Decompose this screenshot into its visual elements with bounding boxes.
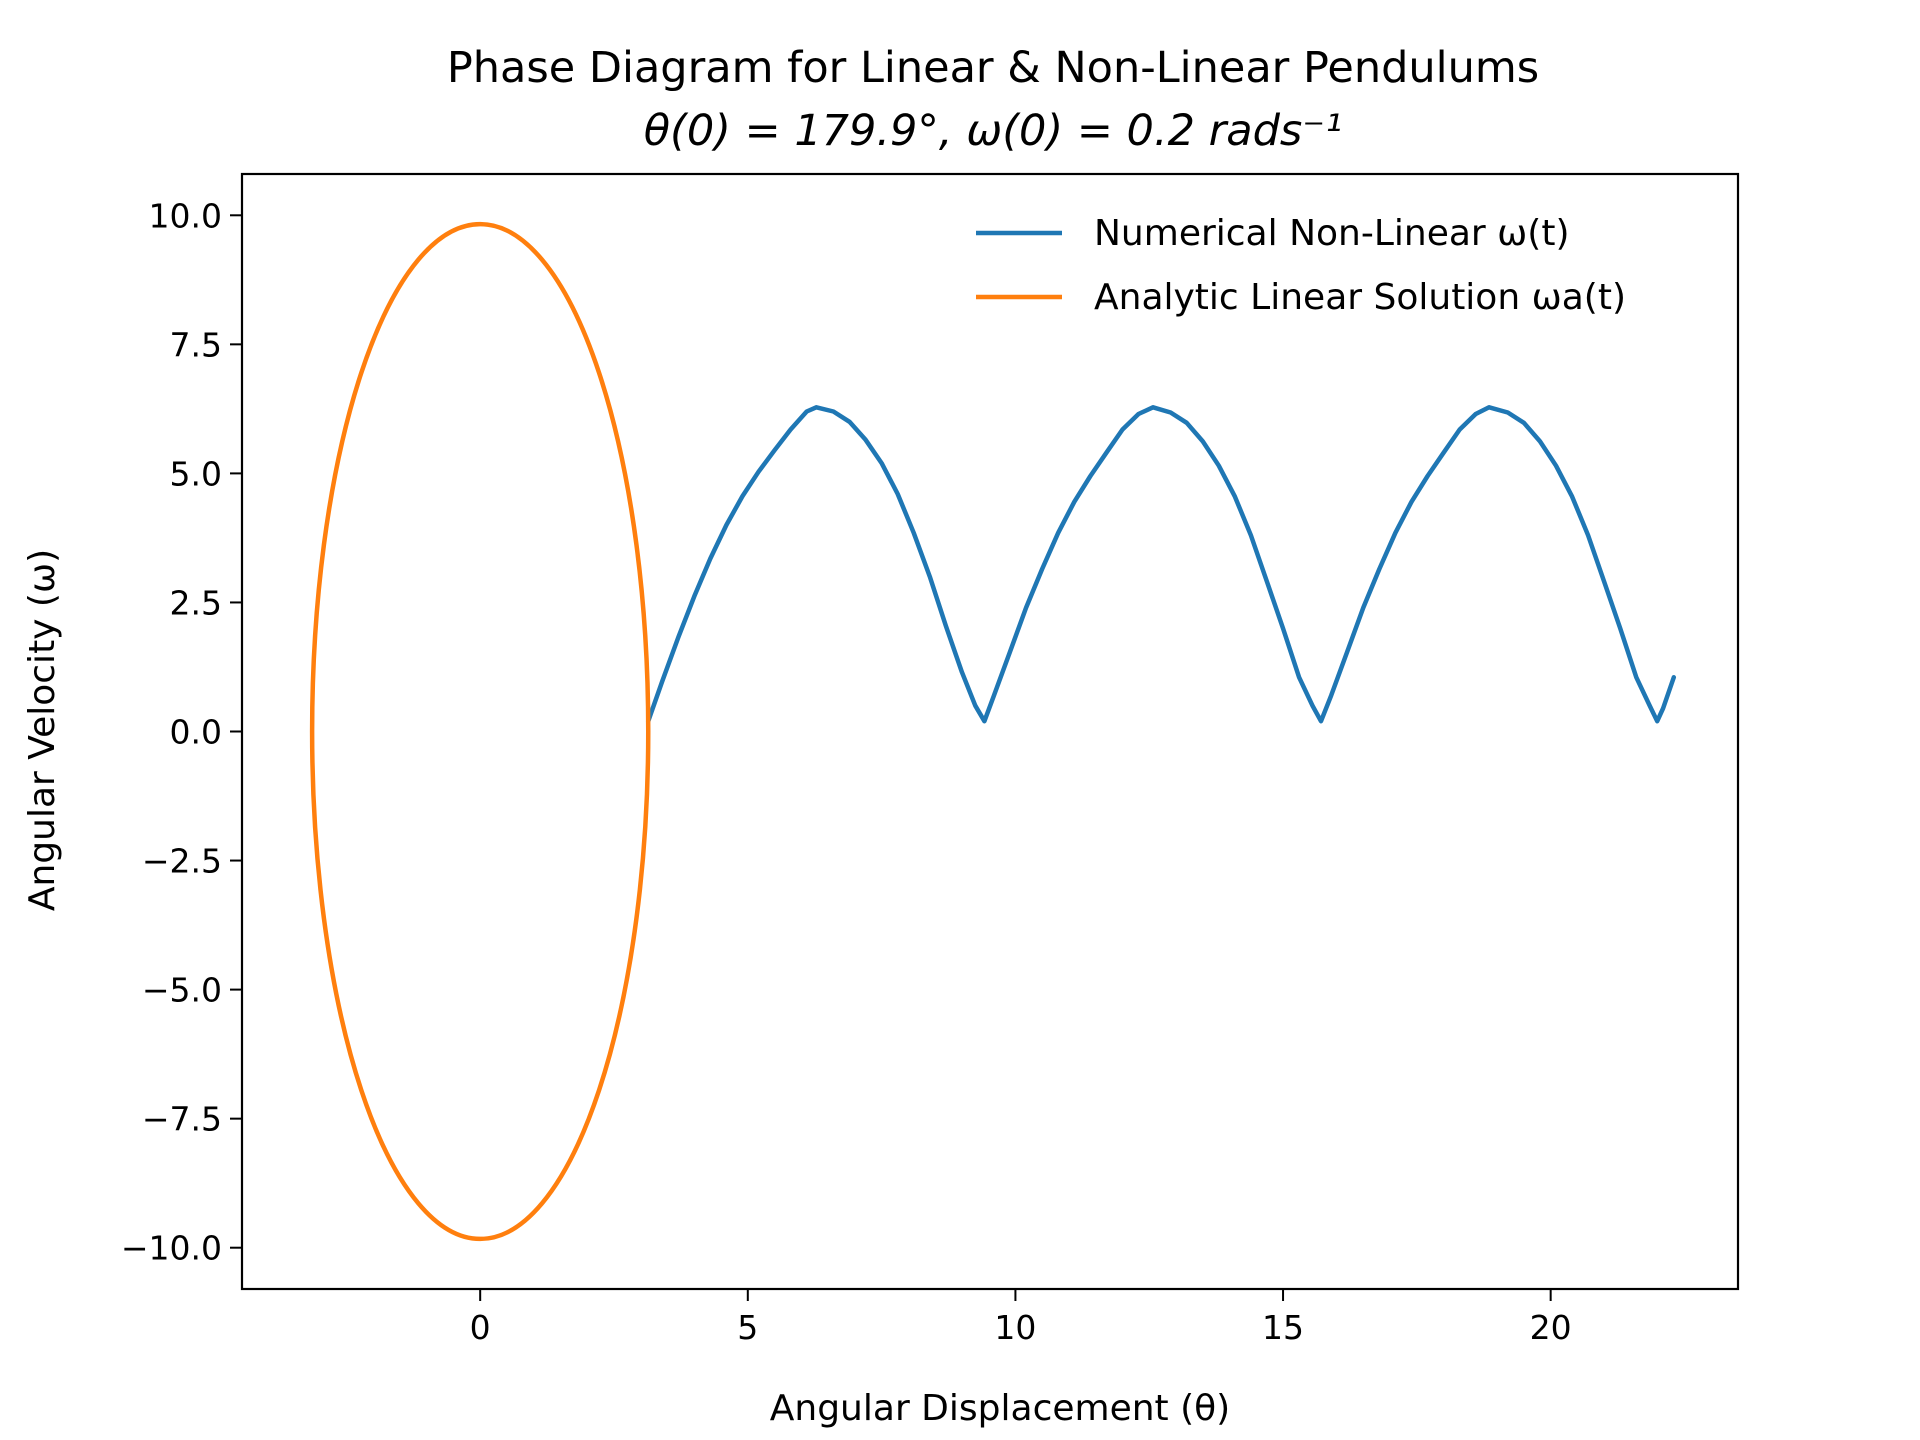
series-line-numerical-nonlinear bbox=[645, 405, 1677, 724]
x-tick-label: 20 bbox=[1530, 1308, 1572, 1347]
legend-entry-label: Numerical Non-Linear ω(t) bbox=[1094, 213, 1570, 254]
y-tick-label: 5.0 bbox=[170, 454, 222, 493]
legend: Numerical Non-Linear ω(t) Analytic Linear… bbox=[976, 213, 1626, 318]
legend-entry-label: Analytic Linear Solution ωa(t) bbox=[1094, 277, 1626, 318]
y-axis-label: Angular Velocity (ω) bbox=[22, 549, 63, 911]
y-axis: 10.0 7.5 5.0 2.5 0.0 −2.5 −5.0 −7.5 −10.0 bbox=[121, 196, 242, 1268]
y-tick-label: 2.5 bbox=[170, 583, 222, 622]
x-tick-label: 5 bbox=[737, 1308, 758, 1347]
axes-frame bbox=[240, 172, 1740, 1291]
y-tick-label: −7.5 bbox=[142, 1100, 222, 1139]
x-tick-label: 10 bbox=[994, 1308, 1036, 1347]
y-tick-label: −10.0 bbox=[121, 1229, 222, 1268]
x-tick-label: 0 bbox=[470, 1308, 491, 1347]
chart-title: Phase Diagram for Linear & Non-Linear Pe… bbox=[447, 43, 1539, 93]
x-axis: 0 5 10 15 20 bbox=[470, 1289, 1572, 1347]
y-tick-label: −2.5 bbox=[142, 842, 222, 881]
plot-lines bbox=[309, 221, 1677, 1242]
x-tick-label: 15 bbox=[1262, 1308, 1304, 1347]
y-tick-label: 7.5 bbox=[170, 325, 222, 364]
chart-subtitle: θ(0) = 179.9°, ω(0) = 0.2 rads⁻¹ bbox=[644, 106, 1343, 156]
series-line-analytic-linear bbox=[309, 221, 651, 1242]
x-axis-label: Angular Displacement (θ) bbox=[770, 1388, 1230, 1429]
y-tick-label: 10.0 bbox=[149, 196, 222, 235]
y-tick-label: −5.0 bbox=[142, 971, 222, 1010]
y-tick-label: 0.0 bbox=[170, 713, 222, 752]
